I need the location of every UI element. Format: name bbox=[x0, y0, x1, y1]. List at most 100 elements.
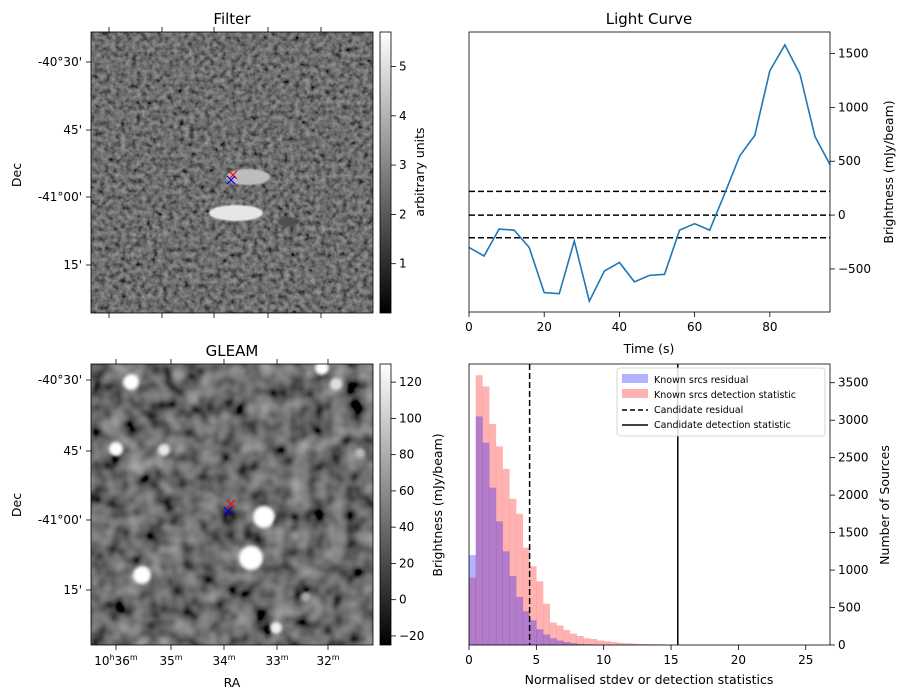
lightcurve-x-tick-label: 0 bbox=[465, 320, 473, 334]
gleam-colorbar-tick-label: 60 bbox=[399, 484, 414, 498]
histogram-bar bbox=[549, 622, 557, 645]
gleam-source bbox=[158, 444, 170, 456]
legend-label-candidate-detection: Candidate detection statistic bbox=[654, 420, 791, 431]
gleam-colorbar-ticks: −20 0 20 40 60 80 100 120 bbox=[391, 375, 424, 643]
lightcurve-y-tick-label: 1000 bbox=[838, 100, 869, 114]
filter-top-ticks bbox=[108, 27, 322, 318]
lightcurve-y-tick-label: 1500 bbox=[838, 47, 869, 61]
gleam-marker-red bbox=[226, 499, 236, 509]
histogram-bar bbox=[570, 633, 577, 645]
gleam-x-ticks: 10h36m 35m 34m 33m 32m bbox=[94, 359, 340, 668]
lightcurve-line bbox=[468, 43, 831, 304]
histogram-bar bbox=[509, 498, 517, 645]
filter-image-features bbox=[209, 169, 298, 227]
histogram-bar bbox=[596, 640, 604, 645]
filter-y-tick-label: -40°30' bbox=[38, 55, 82, 69]
legend-label-residual: Known srcs residual bbox=[654, 375, 748, 386]
histogram-x-tick-label: 5 bbox=[533, 653, 541, 667]
filter-y-tick-label: 15' bbox=[63, 258, 82, 272]
histogram-xlabel: Normalised stdev or detection statistics bbox=[525, 672, 774, 687]
gleam-marker-blue bbox=[223, 506, 233, 516]
histogram-bar bbox=[475, 375, 483, 645]
gleam-source bbox=[270, 622, 282, 634]
histogram-bar bbox=[630, 643, 638, 645]
histogram-bar bbox=[583, 638, 591, 645]
histogram-bar bbox=[623, 643, 631, 645]
histogram-bars bbox=[469, 375, 820, 645]
histogram-x-tick-label: 25 bbox=[798, 653, 813, 667]
histogram-y-tick-label: 2000 bbox=[838, 488, 869, 502]
gleam-source bbox=[239, 546, 263, 570]
histogram-ylabel: Number of Sources bbox=[877, 445, 892, 565]
filter-colorbar-tick-label: 3 bbox=[399, 158, 407, 172]
legend-frame bbox=[616, 367, 826, 437]
histogram-bar bbox=[502, 468, 510, 645]
legend-swatch-residual bbox=[622, 374, 648, 383]
histogram-bar bbox=[536, 629, 544, 645]
histogram-bar bbox=[644, 644, 652, 645]
gleam-source bbox=[355, 448, 365, 458]
histogram-y-tick-label: 3500 bbox=[838, 376, 869, 390]
lightcurve-y-tick-label: 0 bbox=[838, 208, 846, 222]
gleam-source bbox=[330, 378, 342, 390]
filter-feature-lower bbox=[209, 205, 263, 221]
histogram-bar bbox=[502, 551, 510, 645]
histogram-bar bbox=[522, 547, 530, 645]
histogram-y-tick-label: 0 bbox=[838, 638, 846, 652]
histogram-bar bbox=[495, 521, 503, 645]
gleam-x-tick-label: 10h36m bbox=[94, 653, 138, 668]
histogram-series-1 bbox=[469, 375, 820, 645]
histogram-bar bbox=[536, 581, 544, 645]
filter-feature-faint bbox=[278, 217, 298, 227]
histogram-x-tick-label: 15 bbox=[663, 653, 678, 667]
gleam-x-tick-label: 33m bbox=[265, 653, 288, 668]
gleam-markers bbox=[223, 499, 236, 516]
gleam-colorbar-tick-label: 80 bbox=[399, 448, 414, 462]
histogram-bar bbox=[543, 603, 551, 645]
histogram-bar bbox=[556, 640, 564, 645]
lightcurve-y-ticks: −500 0 500 1000 1500 bbox=[830, 47, 871, 276]
lightcurve-threshold-lines bbox=[469, 190, 830, 239]
histogram-bar bbox=[482, 442, 490, 645]
gleam-source bbox=[123, 374, 139, 390]
gleam-y-tick-label: 45' bbox=[63, 444, 82, 458]
gleam-sources bbox=[109, 361, 365, 634]
gleam-ylabel: Dec bbox=[9, 493, 24, 517]
gleam-source bbox=[301, 592, 311, 602]
histogram-y-tick-label: 500 bbox=[838, 601, 861, 615]
histogram-bar bbox=[516, 513, 524, 645]
lightcurve-title: Light Curve bbox=[606, 10, 692, 28]
lightcurve-x-tick-label: 60 bbox=[687, 320, 702, 334]
histogram-bar bbox=[576, 636, 584, 645]
histogram-bar bbox=[563, 642, 571, 645]
gleam-source bbox=[109, 442, 123, 456]
gleam-colorbar-tick-label: 0 bbox=[399, 593, 407, 607]
histogram-bar bbox=[529, 566, 537, 645]
gleam-source bbox=[315, 361, 329, 375]
filter-marker-blue bbox=[226, 175, 236, 185]
legend-swatch-detection bbox=[622, 389, 648, 398]
filter-colorbar-tick-label: 4 bbox=[399, 109, 407, 123]
filter-y-tick-label: -41°00' bbox=[38, 190, 82, 204]
filter-marker-red bbox=[228, 170, 238, 180]
histogram-bar bbox=[570, 643, 577, 645]
histogram-bar bbox=[563, 630, 571, 645]
histogram-bar bbox=[475, 416, 483, 645]
filter-panel: Filter -40°30' 45' -41°00' 15' Dec 1 2 3 4 5 ar… bbox=[9, 10, 427, 318]
gleam-panel: GLEAM -40°30' 45' -41°00' 15' 10h36m 35m 34m 3… bbox=[9, 342, 445, 690]
histogram-bar bbox=[610, 642, 618, 645]
filter-colorbar-tick-label: 2 bbox=[399, 207, 407, 221]
histogram-bar bbox=[543, 634, 551, 645]
gleam-x-tick-label: 34m bbox=[212, 653, 235, 668]
gleam-source bbox=[253, 506, 275, 528]
gleam-y-tick-label: -41°00' bbox=[38, 513, 82, 527]
histogram-bar bbox=[603, 641, 611, 645]
histogram-legend: Known srcs residual Known srcs detection… bbox=[616, 367, 826, 437]
histogram-series-0 bbox=[469, 416, 618, 645]
gleam-colorbar bbox=[379, 363, 392, 646]
histogram-bar bbox=[637, 643, 645, 645]
filter-colorbar bbox=[379, 31, 392, 314]
histogram-bar bbox=[556, 625, 564, 645]
gleam-xlabel: RA bbox=[224, 675, 241, 690]
